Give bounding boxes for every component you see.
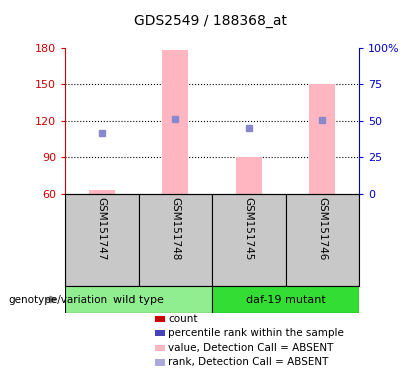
Text: rank, Detection Call = ABSENT: rank, Detection Call = ABSENT <box>168 358 328 367</box>
Text: genotype/variation: genotype/variation <box>8 295 108 305</box>
Bar <box>155 316 165 322</box>
Bar <box>155 345 165 351</box>
Text: GSM151747: GSM151747 <box>97 197 107 260</box>
Bar <box>155 359 165 366</box>
Bar <box>163 50 188 194</box>
Text: percentile rank within the sample: percentile rank within the sample <box>168 328 344 338</box>
Text: GSM151746: GSM151746 <box>318 197 327 260</box>
Bar <box>212 194 286 286</box>
Text: count: count <box>168 314 197 324</box>
Bar <box>65 194 139 286</box>
Bar <box>310 84 335 194</box>
Text: wild type: wild type <box>113 295 164 305</box>
Text: daf-19 mutant: daf-19 mutant <box>246 295 326 305</box>
Bar <box>212 286 359 313</box>
Text: GDS2549 / 188368_at: GDS2549 / 188368_at <box>134 14 286 28</box>
Text: GSM151748: GSM151748 <box>171 197 180 260</box>
Bar <box>65 286 212 313</box>
Bar <box>89 190 115 194</box>
Text: GSM151745: GSM151745 <box>244 197 254 260</box>
Bar <box>155 330 165 336</box>
Bar <box>236 157 262 194</box>
Bar <box>139 194 212 286</box>
Text: value, Detection Call = ABSENT: value, Detection Call = ABSENT <box>168 343 333 353</box>
Bar <box>286 194 359 286</box>
